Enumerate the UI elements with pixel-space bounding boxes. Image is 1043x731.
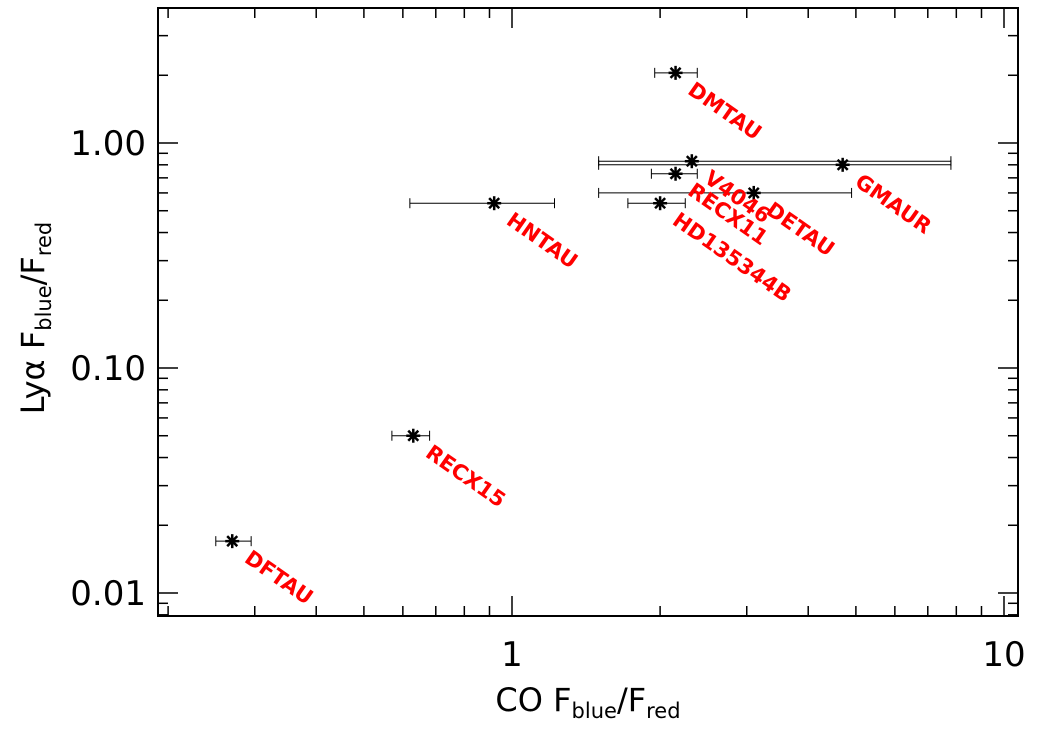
y-tick-label: 0.01 (70, 574, 146, 614)
data-point (487, 196, 502, 211)
data-markers (225, 65, 850, 549)
x-axis-label-sub1: blue (572, 699, 617, 723)
error-bars (215, 67, 952, 547)
x-axis-label-main: CO F (495, 681, 571, 719)
point-label: GMAUR (851, 169, 936, 239)
point-label: DMTAU (684, 77, 766, 145)
point-label: HNTAU (502, 208, 582, 274)
data-point (653, 196, 668, 211)
error-bar (598, 187, 853, 198)
x-tick-label: 1 (501, 635, 523, 675)
x-axis-label: CO Fblue/Fred (495, 681, 680, 723)
point-label: DETAU (762, 197, 839, 261)
plot-frame (157, 7, 1019, 617)
x-axis-label-sub2: red (646, 699, 680, 723)
y-axis-label-sub1: blue (32, 285, 56, 330)
error-bar (598, 159, 952, 170)
data-point (835, 157, 850, 172)
tick-labels: 1 10 0.01 0.10 1.00 (70, 124, 1025, 675)
x-axis-label-slash: /F (617, 681, 646, 719)
axis-ticks (158, 8, 1018, 616)
error-bar (409, 198, 555, 209)
data-point (668, 65, 683, 80)
y-tick-label: 0.10 (70, 349, 146, 389)
data-point (684, 154, 699, 169)
x-tick-label: 10 (982, 635, 1025, 675)
y-axis-label: Lyα Fblue/Fred (14, 222, 56, 415)
point-label: RECX15 (421, 440, 510, 512)
y-tick-label: 1.00 (70, 124, 146, 164)
data-point (225, 534, 240, 549)
y-axis-label-sub2: red (32, 222, 56, 256)
y-axis-label-slash: /F (14, 256, 52, 285)
data-point (406, 428, 421, 443)
data-point (668, 166, 683, 181)
y-axis-label-main: Lyα F (14, 331, 52, 415)
data-point (746, 185, 761, 200)
point-label: DFTAU (240, 546, 317, 610)
